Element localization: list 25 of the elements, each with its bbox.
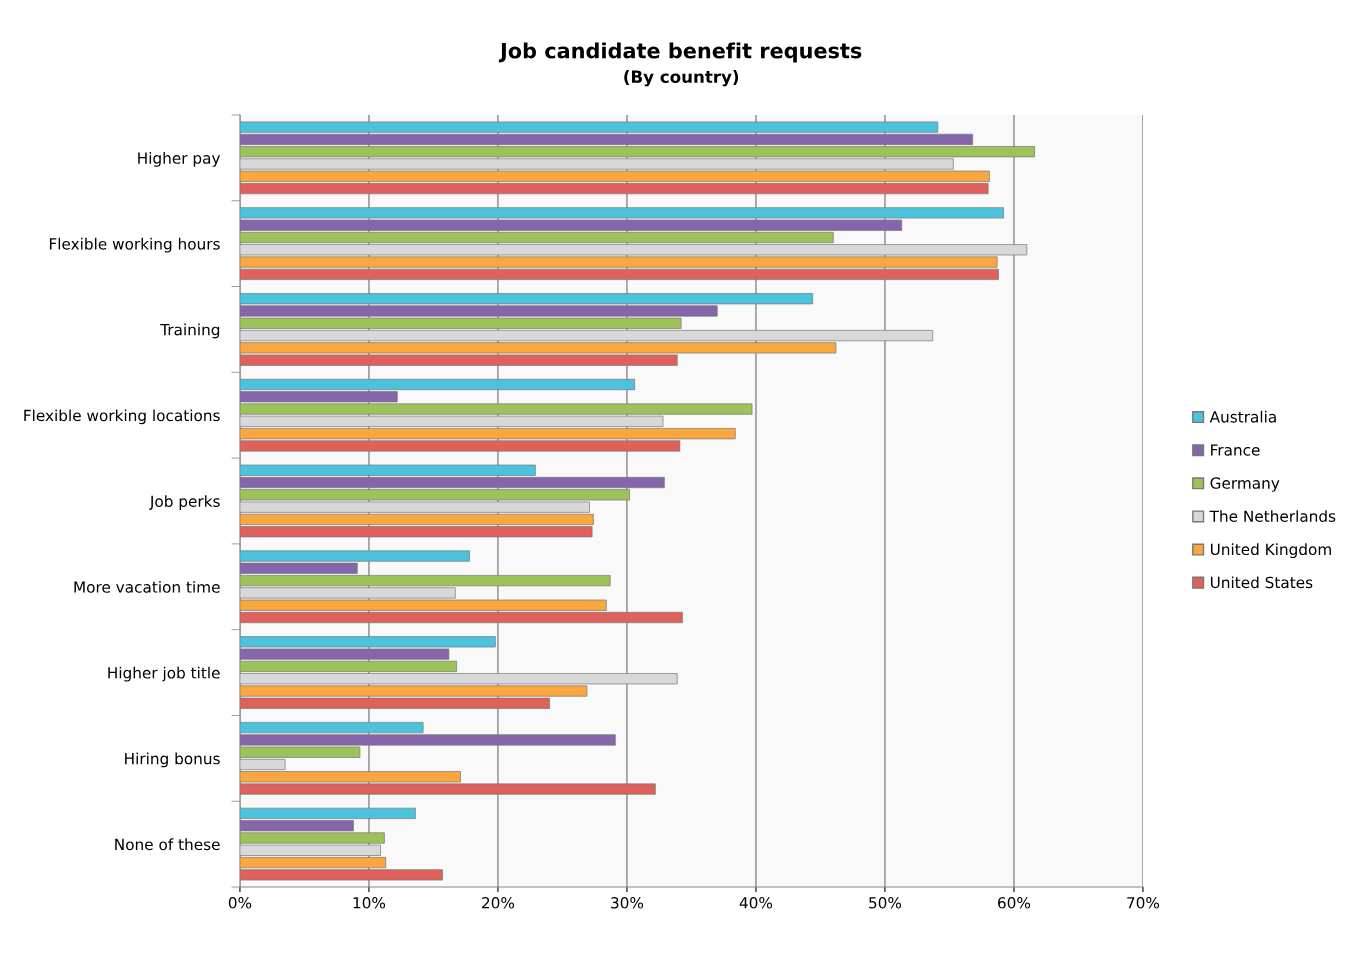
x-tick-label: 30% [611,897,644,909]
legend-label: United Kingdom [1210,543,1331,559]
legend-label: Australia [1209,410,1276,423]
y-tick-label: Hiring bonus [125,752,220,768]
chart-subtitle: (By country) [624,70,739,87]
y-tick-label: Job perks [149,495,220,510]
x-tick-label: 0% [228,897,252,909]
y-tick-label: Higher pay [138,152,221,167]
x-tick-label: 10% [353,897,386,909]
legend-label: United States [1210,576,1313,589]
x-tick-label: 40% [739,897,773,909]
y-tick-label: Training [160,323,220,339]
y-tick-label: Flexible working locations [24,409,220,425]
x-tick-label: 50% [869,897,902,909]
legend-label: Germany [1210,477,1280,492]
y-tick-label: Flexible working hours [49,237,220,253]
y-tick-label: None of these [115,838,220,851]
x-tick-label: 70% [1127,897,1160,909]
x-tick-label: 60% [998,897,1031,909]
legend-label: France [1211,444,1260,456]
chart-title: Job candidate benefit requests [498,42,862,63]
y-tick-label: More vacation time [74,580,220,593]
x-tick-label: 20% [482,897,515,909]
legend-label: The Netherlands [1209,510,1336,522]
y-tick-label: Higher job title [108,666,220,682]
